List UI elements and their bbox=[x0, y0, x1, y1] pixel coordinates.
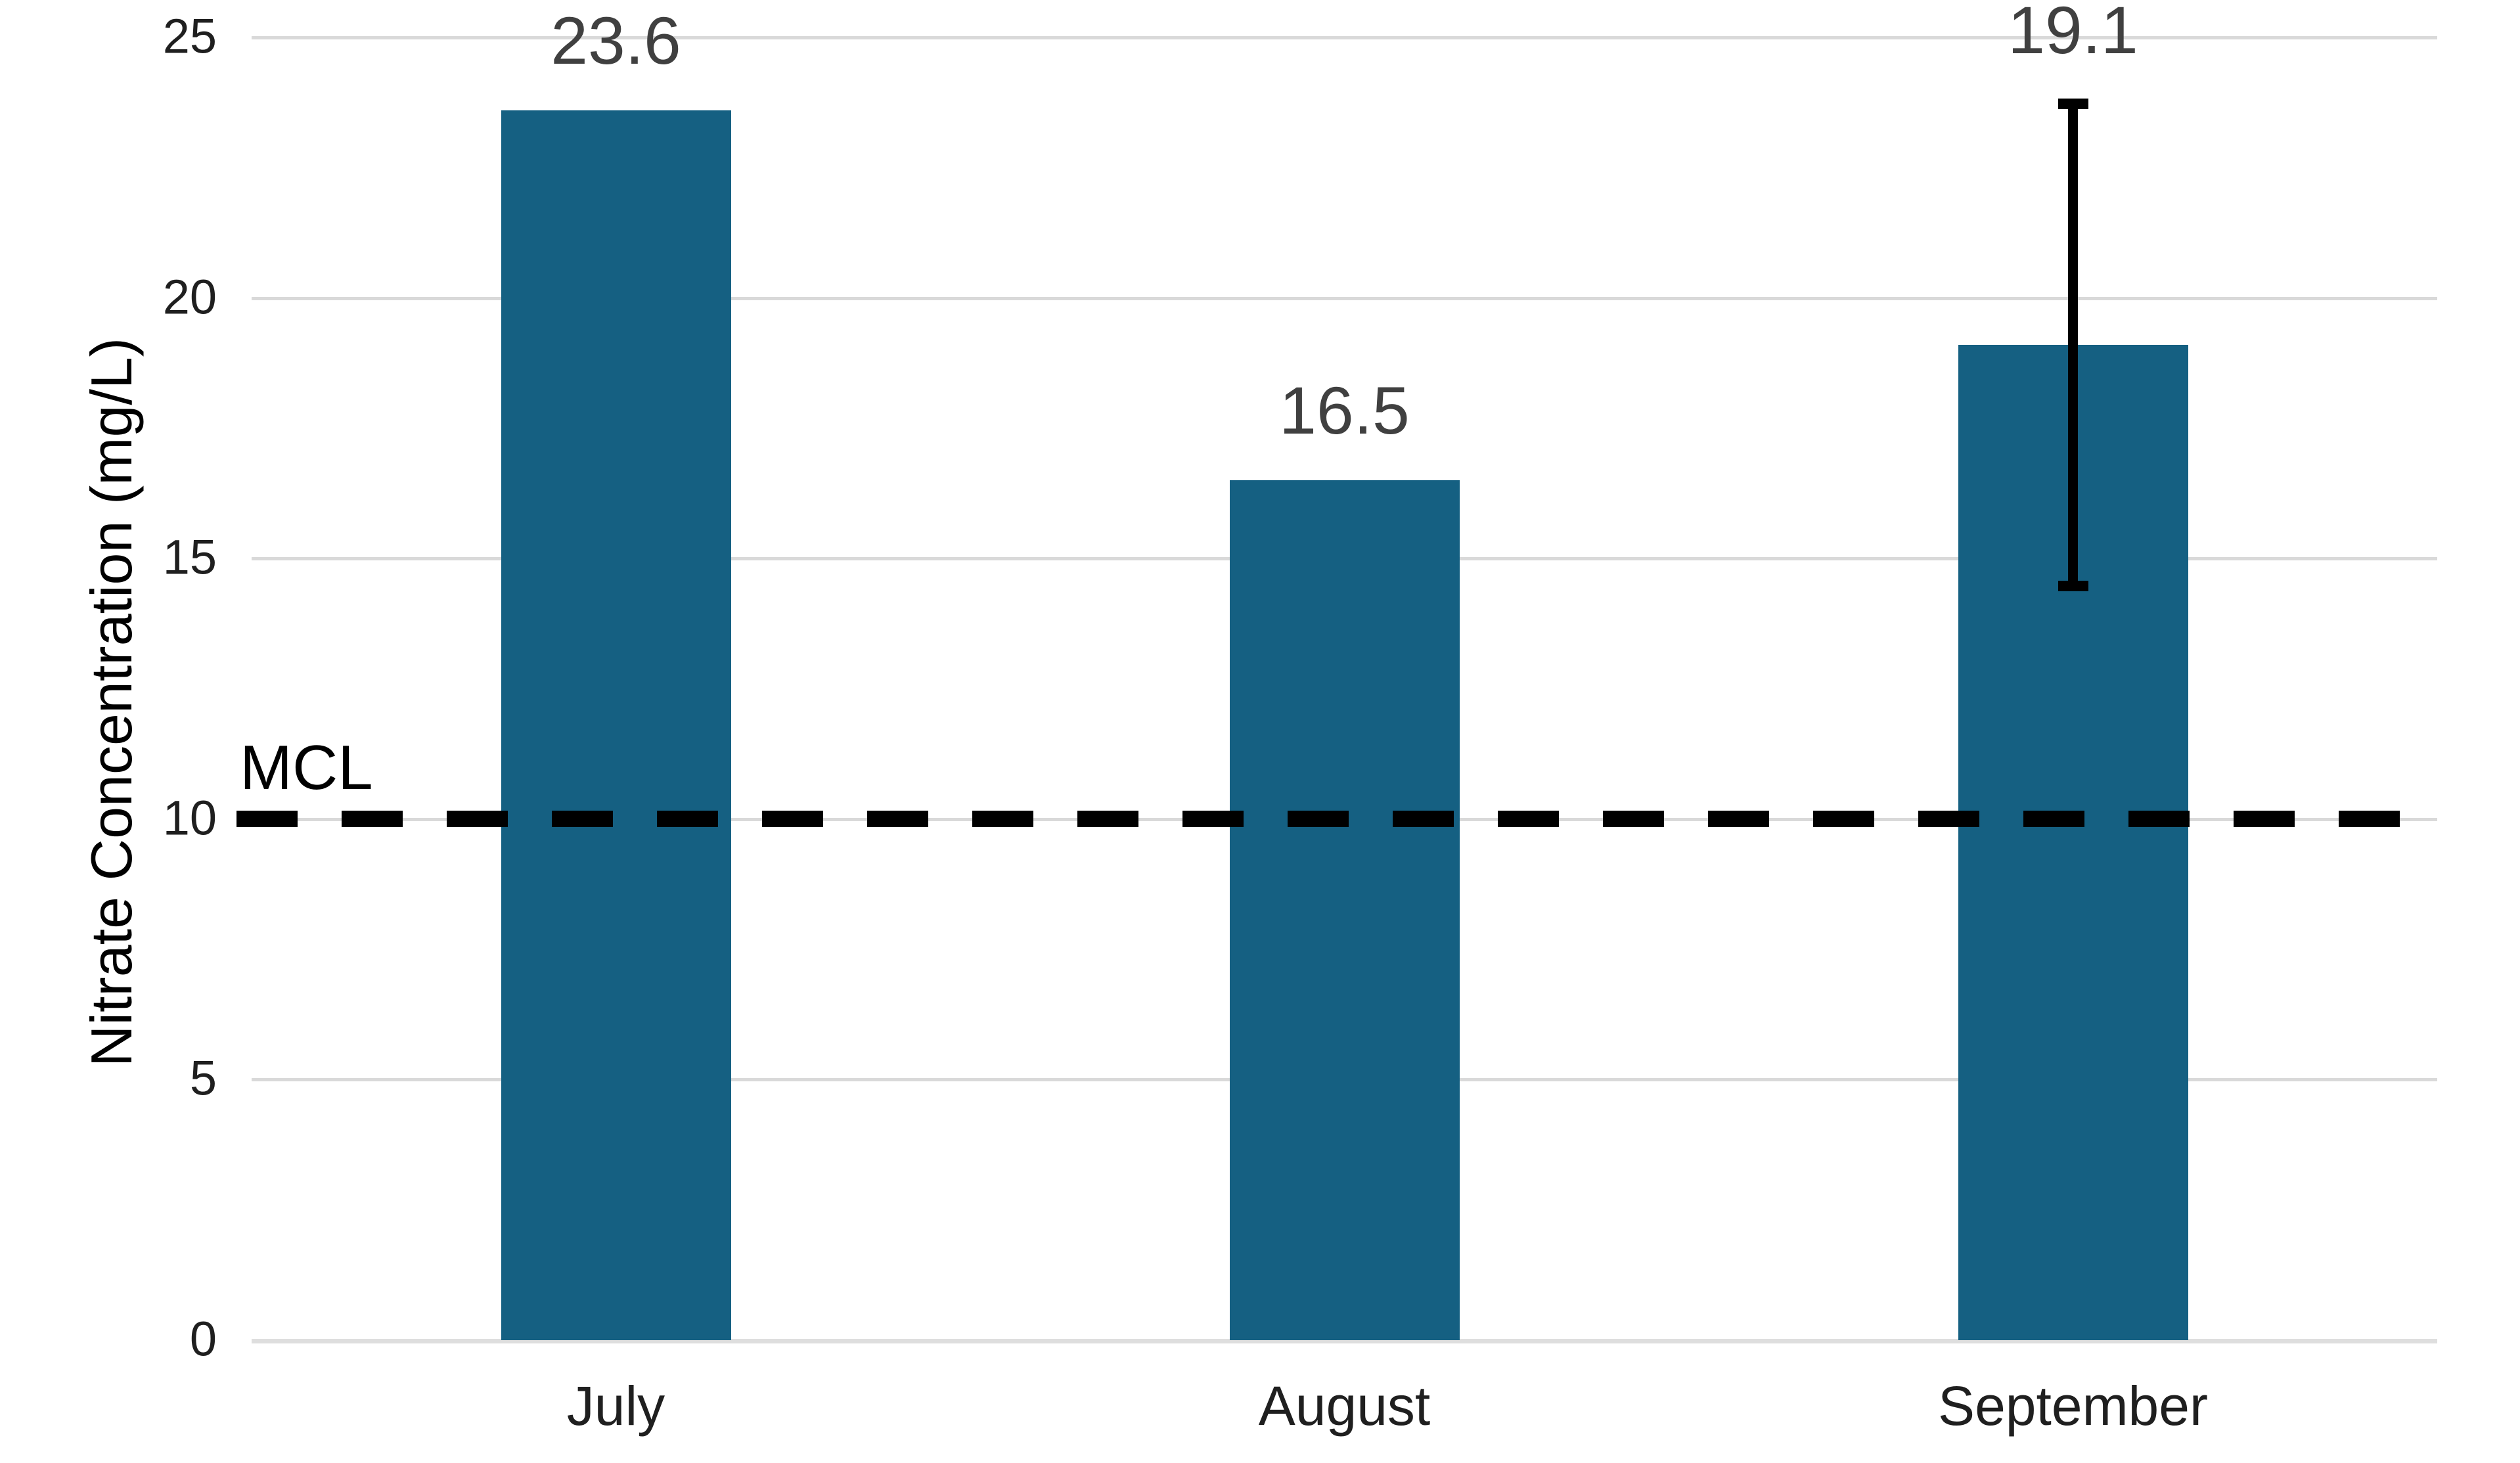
x-axis-label-september: September bbox=[1938, 1375, 2208, 1437]
y-tick-label-10: 10 bbox=[162, 790, 217, 845]
bar-august bbox=[1229, 480, 1460, 1340]
y-axis-title: Nitrate Concentration (mg/L) bbox=[79, 337, 144, 1068]
error-bar-september bbox=[2068, 100, 2078, 590]
y-tick-label-25: 25 bbox=[162, 9, 217, 64]
bar-value-label-july: 23.6 bbox=[551, 3, 681, 79]
y-tick-label-15: 15 bbox=[162, 529, 217, 585]
mcl-reference-label: MCL bbox=[240, 732, 373, 803]
error-bar-bottom-cap bbox=[2058, 580, 2088, 591]
bar-july bbox=[501, 110, 731, 1340]
x-axis-label-july: July bbox=[566, 1375, 665, 1437]
y-tick-label-5: 5 bbox=[189, 1050, 217, 1106]
y-tick-label-20: 20 bbox=[162, 269, 217, 325]
bar-value-label-september: 19.1 bbox=[2008, 0, 2138, 68]
bar-value-label-august: 16.5 bbox=[1279, 373, 1410, 449]
error-bar-top-cap bbox=[2058, 99, 2088, 110]
mcl-dashed-line bbox=[236, 811, 2437, 828]
y-tick-label-0: 0 bbox=[189, 1311, 217, 1366]
x-axis-label-august: August bbox=[1258, 1375, 1431, 1437]
gridline-20 bbox=[252, 296, 2437, 300]
gridline-25 bbox=[252, 36, 2437, 39]
x-axis-line bbox=[252, 1339, 2437, 1343]
